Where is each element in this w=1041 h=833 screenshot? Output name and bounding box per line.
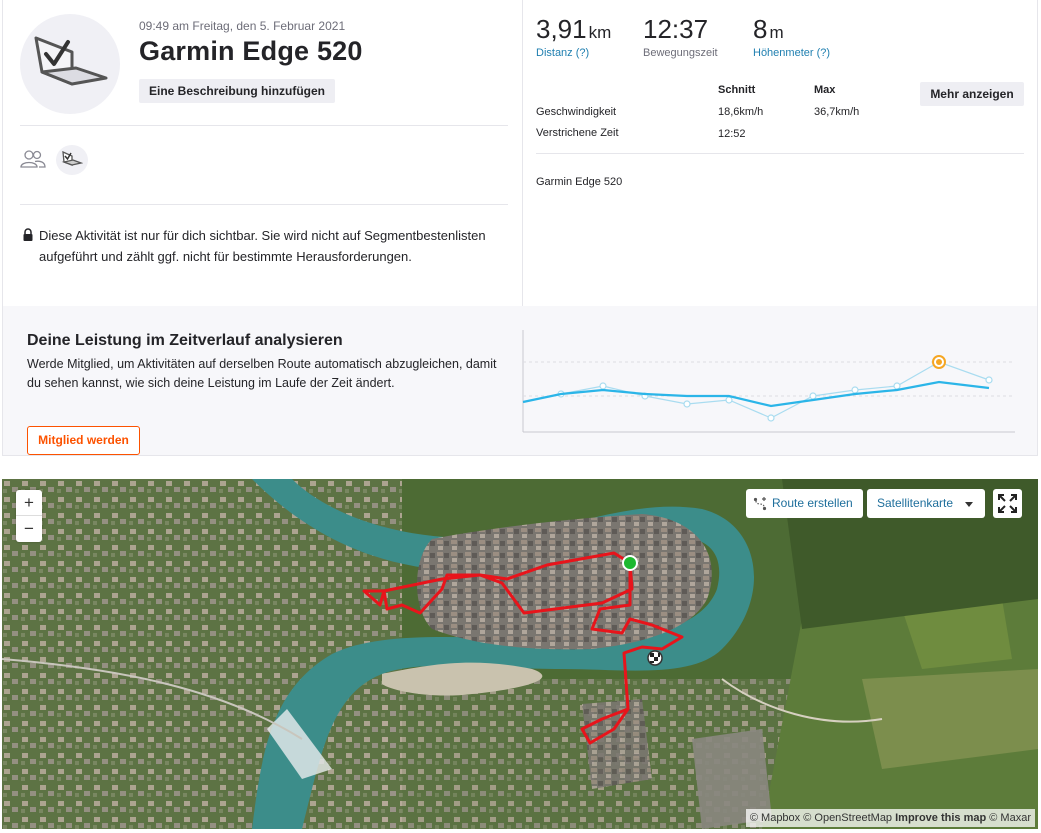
stat-moving-time: 12:37 Bewegungszeit bbox=[643, 14, 718, 59]
chart-point bbox=[893, 382, 901, 390]
stat-distance-value: 3,91 bbox=[536, 14, 587, 44]
zoom-in-button[interactable]: + bbox=[16, 490, 42, 516]
chart-point bbox=[851, 386, 859, 394]
divider bbox=[20, 204, 508, 205]
performance-preview-chart bbox=[522, 330, 1015, 433]
privacy-notice: Diese Aktivität ist nur für dich sichtba… bbox=[39, 228, 486, 264]
laptop-check-icon bbox=[61, 150, 83, 166]
stat-elevation-unit: m bbox=[769, 23, 784, 42]
device-badge[interactable] bbox=[56, 145, 88, 175]
activity-date: 09:49 am Freitag, den 5. Februar 2021 bbox=[139, 19, 346, 33]
stat-moving-time-label: Bewegungszeit bbox=[643, 47, 718, 59]
attribution-osm[interactable]: © OpenStreetMap bbox=[803, 812, 893, 824]
chart-point bbox=[599, 382, 607, 390]
row-speed-avg: 18,6km/h bbox=[718, 106, 764, 118]
group-athletes-icon[interactable] bbox=[20, 150, 46, 168]
improve-map-link[interactable]: Improve this map bbox=[895, 812, 987, 824]
stat-distance-unit: km bbox=[588, 23, 612, 42]
activity-card: 09:49 am Freitag, den 5. Februar 2021 Ga… bbox=[2, 0, 1038, 456]
chart-highlight-dot bbox=[936, 359, 942, 365]
route-builder-icon bbox=[753, 497, 767, 511]
divider bbox=[536, 153, 1024, 154]
chart-point bbox=[767, 414, 775, 422]
activity-route bbox=[362, 551, 684, 745]
divider bbox=[20, 125, 508, 126]
stat-elevation-value: 8 bbox=[753, 14, 768, 44]
stat-distance: 3,91 km Distanz (?) bbox=[536, 14, 611, 59]
divider bbox=[522, 0, 523, 306]
map-layer-select[interactable]: Satellitenkarte bbox=[867, 489, 985, 518]
row-elapsed-label: Verstrichene Zeit bbox=[536, 127, 619, 139]
chart-point bbox=[985, 376, 993, 384]
chevron-down-icon bbox=[965, 502, 973, 507]
chart-point bbox=[725, 396, 733, 404]
map-attribution: © Mapbox © OpenStreetMap Improve this ma… bbox=[745, 809, 1035, 827]
create-route-button[interactable]: Route erstellen bbox=[746, 489, 863, 518]
stat-elevation-label[interactable]: Höhenmeter (?) bbox=[753, 47, 831, 59]
row-speed-max: 36,7km/h bbox=[814, 106, 860, 118]
map-layer-label: Satellitenkarte bbox=[877, 496, 954, 510]
lock-icon bbox=[23, 228, 33, 241]
show-more-button[interactable]: Mehr anzeigen bbox=[920, 82, 1024, 106]
chart-point bbox=[809, 392, 817, 400]
header-max: Max bbox=[814, 84, 836, 96]
header-avg: Schnitt bbox=[718, 84, 756, 96]
device-avatar bbox=[20, 14, 120, 114]
zoom-out-button[interactable]: − bbox=[24, 519, 34, 538]
attribution-mapbox[interactable]: © Mapbox bbox=[749, 812, 801, 824]
satellite-map bbox=[2, 479, 1038, 829]
fullscreen-button[interactable] bbox=[993, 489, 1022, 518]
upsell-text: Werde Mitglied, um Aktivitäten auf derse… bbox=[27, 357, 497, 390]
row-elapsed-avg: 12:52 bbox=[718, 128, 746, 140]
add-description-button[interactable]: Eine Beschreibung hinzufügen bbox=[139, 79, 336, 103]
attribution-maxar[interactable]: © Maxar bbox=[989, 812, 1031, 824]
zoom-controls: + − bbox=[16, 490, 42, 542]
stat-moving-time-value: 12:37 bbox=[643, 14, 709, 44]
upsell-title: Deine Leistung im Zeitverlauf analysiere… bbox=[27, 332, 343, 349]
activity-map[interactable]: + − Route erstellen Satellitenkarte © Ma… bbox=[2, 479, 1038, 829]
stat-distance-label[interactable]: Distanz (?) bbox=[536, 47, 590, 59]
create-route-label: Route erstellen bbox=[772, 496, 853, 510]
laptop-check-icon bbox=[34, 36, 108, 86]
device-name: Garmin Edge 520 bbox=[536, 176, 623, 188]
chart-main-line bbox=[522, 380, 990, 408]
row-speed-label: Geschwindigkeit bbox=[536, 106, 617, 118]
route-start-marker bbox=[622, 555, 638, 571]
chart-point bbox=[683, 400, 691, 408]
performance-upsell: Deine Leistung im Zeitverlauf analysiere… bbox=[3, 306, 1037, 455]
chart-thin-line bbox=[522, 361, 990, 419]
fullscreen-icon bbox=[998, 494, 1017, 513]
activity-title: Garmin Edge 520 bbox=[139, 36, 363, 66]
become-member-button[interactable]: Mitglied werden bbox=[27, 426, 140, 455]
